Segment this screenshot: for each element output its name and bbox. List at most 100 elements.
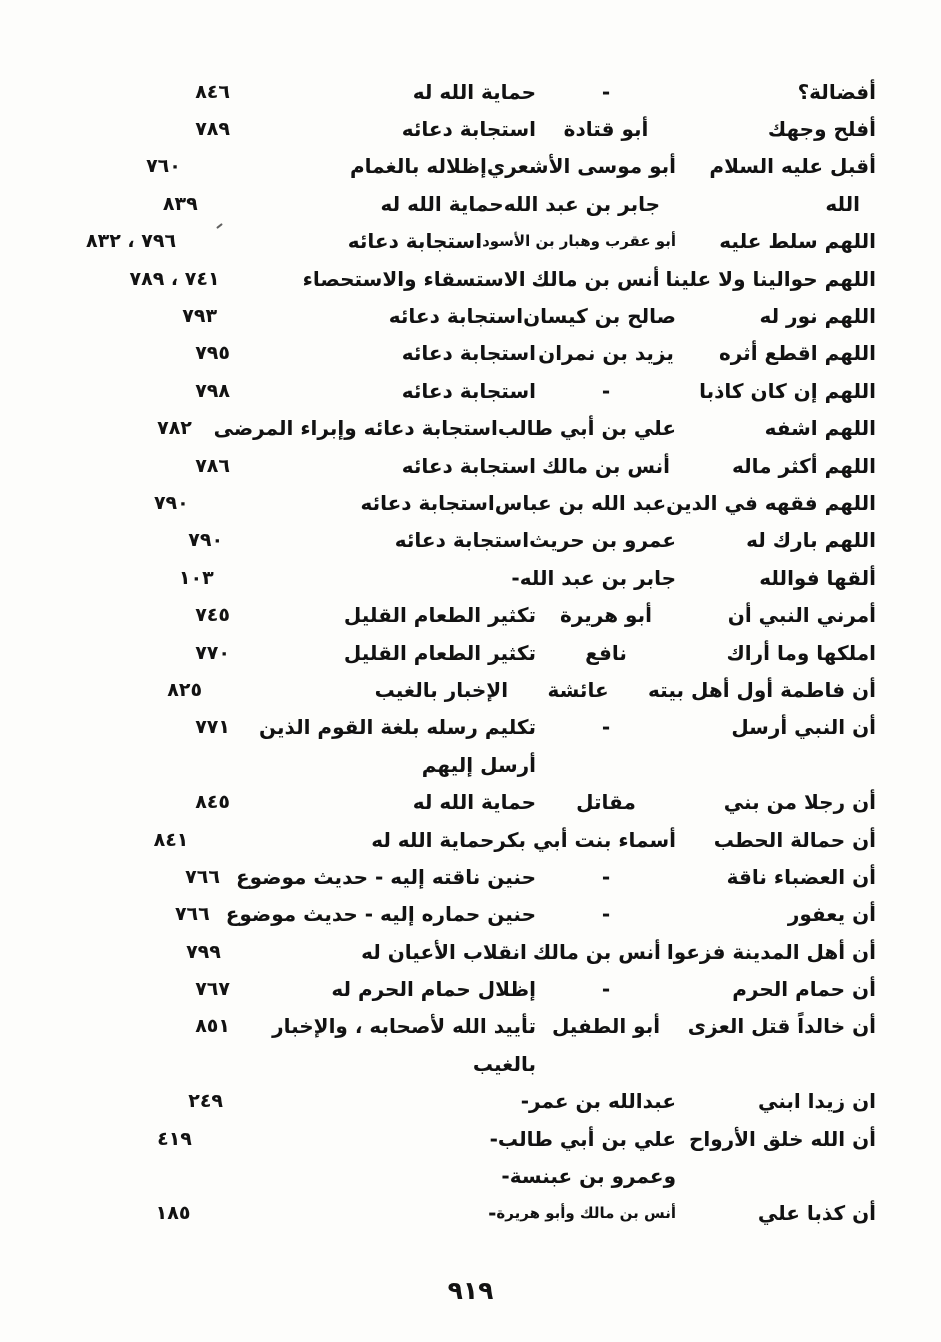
narrator-cell: - xyxy=(601,902,611,927)
narrator-cell: وعمرو بن عبنسة xyxy=(509,1164,676,1189)
hadith-cell: أن يعفور xyxy=(787,902,876,927)
hadith-cell: اللهم نور له xyxy=(759,304,876,329)
index-row: وعمرو بن عبنسة - xyxy=(0,1157,941,1194)
subject-cell: حماية الله له xyxy=(412,79,536,104)
index-row: اللهم إن كان كاذبا - استجابة دعائه ٧٩٨ xyxy=(0,372,941,409)
hadith-cell: أن العضباء ناقة xyxy=(726,864,876,889)
subject-cell: - xyxy=(489,1126,498,1151)
hadith-cell: اللهم إن كان كاذبا xyxy=(699,378,876,403)
hadith-cell: اللهم فقهه في الدين xyxy=(666,490,876,515)
narrator-cell: صالح بن كيسان xyxy=(523,304,676,329)
index-row: أن فاطمة أول أهل بيته عائشة الإخبار بالغيب… xyxy=(0,671,941,708)
index-row: أفضالة؟ - حماية الله له ٨٤٦ xyxy=(0,73,941,110)
index-row: بالغيب xyxy=(0,1045,941,1082)
subject-cell: تكليم رسله بلغة القوم الذين xyxy=(259,715,536,740)
hadith-cell: ألقها فوالله xyxy=(759,565,876,590)
pages-cell: ٧٩٠ xyxy=(153,491,189,514)
hadith-cell: أن الله خلق الأرواح xyxy=(688,1126,876,1151)
hadith-cell: أن النبي أرسل xyxy=(731,715,876,740)
pages-cell: ٧٦٠ xyxy=(146,155,181,178)
subject-cell: استجابة دعائه xyxy=(401,453,536,478)
index-row: أرسل إليهم xyxy=(0,746,941,783)
subject-cell: استجابة دعائه xyxy=(360,490,495,515)
index-row: أن كذبا علي أنس بن مالك وأبو هريرة - ١٨٥ xyxy=(0,1195,941,1232)
subject-cell: بالغيب xyxy=(472,1051,536,1076)
hadith-index-table: أفضالة؟ - حماية الله له ٨٤٦ أفلح وجهك أبو قتا… xyxy=(0,73,941,1232)
index-row: ألقها فوالله جابر بن عبد الله - ١٠٣ xyxy=(0,559,941,596)
index-row: أن النبي أرسل - تكليم رسله بلغة القوم الذي… xyxy=(0,709,941,746)
narrator-cell: أبو الطفيل xyxy=(551,1014,661,1039)
index-row: اللهم سلط عليه أبو عقرب وهبار بن الأسود اس… xyxy=(0,223,941,260)
narrator-cell: علي بن أبي طالب xyxy=(497,1126,676,1151)
subject-cell: استجابة دعائه xyxy=(388,304,524,329)
hadith-cell: أمرني النبي أن xyxy=(727,603,876,628)
subject-cell: استجابة دعائه xyxy=(401,341,536,366)
subject-cell: حماية الله له xyxy=(371,827,495,852)
hadith-cell: أقبل عليه السلام xyxy=(709,154,876,179)
subject-cell: حنين ناقته إليه - حديث موضوع xyxy=(235,864,536,889)
index-row: أن خالداً قتل العزى أبو الطفيل تأييد الله … xyxy=(0,1008,941,1045)
narrator-cell: مقاتل xyxy=(576,790,636,815)
index-row: أمرني النبي أن أبو هريرة تكثير الطعام القل… xyxy=(0,596,941,633)
narrator-cell: عبدالله بن عمر xyxy=(529,1089,676,1114)
pages-cell: ٧٨٩ xyxy=(195,118,230,141)
subject-cell: تأييد الله لأصحابه ، والإخبار xyxy=(272,1014,536,1039)
narrator-cell: عمرو بن حريث xyxy=(529,528,676,553)
subject-cell: الاستسقاء والاستحصاء xyxy=(302,266,526,291)
narrator-cell: أنس بن مالك xyxy=(531,266,660,291)
pages-cell: ٨٣٩ xyxy=(162,192,198,215)
footer-page-number: ٩١٩ xyxy=(447,1276,494,1305)
pages-cell: ٨٥١ xyxy=(195,1015,230,1038)
index-row: اللهم اقطع أثره يزيد بن نمران استجابة دعائ… xyxy=(0,335,941,372)
subject-cell: - xyxy=(520,1089,530,1114)
pages-cell: ٧٤١ ، ٧٨٩ xyxy=(129,267,220,290)
index-row: املكها وما أراك نافع تكثير الطعام القليل ٧٧… xyxy=(0,634,941,671)
index-row: اللهم حوالينا ولا علينا أنس بن مالك الاستس… xyxy=(0,260,941,297)
hadith-cell: أن أهل المدينة فزعوا xyxy=(666,939,876,964)
subject-cell: استجابة دعائه وإبراء المرضى xyxy=(213,416,498,441)
pages-cell: ٢٤٩ xyxy=(188,1090,224,1113)
pages-cell: ٧٩٥ xyxy=(195,342,230,365)
index-row: أن حمالة الحطب أسماء بنت أبي بكر حماية الل… xyxy=(0,821,941,858)
index-row: أن العضباء ناقة - حنين ناقته إليه - حديث م… xyxy=(0,858,941,895)
pages-cell: ٧٤٥ xyxy=(195,604,230,627)
hadith-cell: املكها وما أراك xyxy=(726,640,876,665)
pages-cell: ٨٢٥ xyxy=(167,678,203,701)
index-row: اللهم أكثر ماله أنس بن مالك استجابة دعائه ٧… xyxy=(0,447,941,484)
index-row: الله جابر بن عبد الله حماية الله له ٨٣٩ xyxy=(0,185,941,222)
narrator-cell: أبو عقرب وهبار بن الأسود xyxy=(482,232,676,251)
narrator-cell: عائشة xyxy=(547,677,609,702)
hadith-cell: أفلح وجهك xyxy=(767,117,876,142)
subject-cell: انقلاب الأعيان له xyxy=(361,939,527,964)
hadith-cell: أن كذبا علي xyxy=(757,1201,876,1226)
index-row: أن أهل المدينة فزعوا أنس بن مالك انقلاب ال… xyxy=(0,933,941,970)
pages-cell: ٧٦٦ xyxy=(185,865,220,888)
subject-cell: إظلال حمام الحرم له xyxy=(331,977,536,1002)
pages-cell: ٨٤١ xyxy=(153,828,189,851)
pages-cell: ١٠٣ xyxy=(178,566,214,589)
index-row: أن حمام الحرم - إظلال حمام الحرم له ٧٦٧ xyxy=(0,970,941,1007)
hadith-cell: أفضالة؟ xyxy=(797,79,876,104)
pages-cell: ٧٦٧ xyxy=(195,978,230,1001)
narrator-cell: - xyxy=(601,864,611,889)
narrator-cell: - xyxy=(601,715,611,740)
narrator-cell: أبو هريرة xyxy=(560,603,652,628)
subject-cell: حماية الله له xyxy=(412,790,536,815)
narrator-cell: أبو قتادة xyxy=(563,117,649,142)
index-row: اللهم اشفه علي بن أبي طالب استجابة دعائه و… xyxy=(0,410,941,447)
subject-cell: استجابة دعائه xyxy=(401,117,536,142)
index-row: اللهم نور له صالح بن كيسان استجابة دعائه ٧٩… xyxy=(0,297,941,334)
pages-cell: ٧٨٢ xyxy=(157,417,192,440)
index-row: أفلح وجهك أبو قتادة استجابة دعائه ٧٨٩ xyxy=(0,110,941,147)
hadith-cell: أن حمالة الحطب xyxy=(713,827,876,852)
hadith-cell: اللهم حوالينا ولا علينا xyxy=(665,266,876,291)
narrator-cell: جابر بن عبد الله xyxy=(519,565,676,590)
hadith-cell: الله xyxy=(825,191,860,216)
index-row: ان زيدا ابني عبدالله بن عمر - ٢٤٩ xyxy=(0,1083,941,1120)
hadith-cell: أن خالداً قتل العزى xyxy=(687,1014,876,1039)
hadith-cell: اللهم سلط عليه xyxy=(719,229,876,254)
index-row: أن الله خلق الأرواح علي بن أبي طالب - ٤١٩ xyxy=(0,1120,941,1157)
hadith-cell: أن حمام الحرم xyxy=(732,977,876,1002)
pages-cell: ٧٩٠ xyxy=(188,529,224,552)
